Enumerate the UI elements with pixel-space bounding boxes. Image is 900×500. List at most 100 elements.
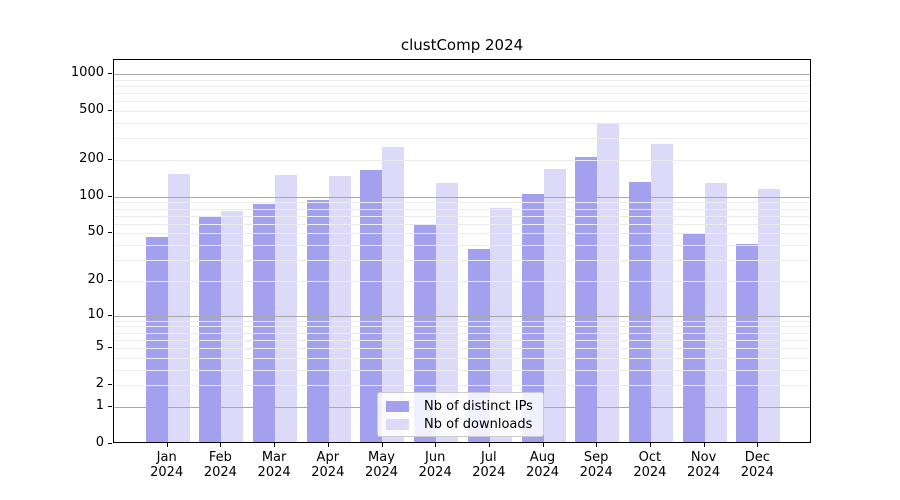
x-tick-label: Jan 2024 bbox=[135, 450, 199, 480]
minor-gridline bbox=[114, 348, 810, 349]
y-tick-label: 500 bbox=[79, 102, 104, 118]
x-tick-label: Oct 2024 bbox=[618, 450, 682, 480]
y-tick-label: 1000 bbox=[70, 65, 104, 80]
year-label: 2024 bbox=[740, 465, 774, 480]
bar-ips-nov bbox=[682, 232, 705, 442]
minor-gridline bbox=[114, 208, 810, 210]
bar-ips-sep bbox=[575, 156, 598, 442]
x-tick-label: Nov 2024 bbox=[672, 450, 736, 480]
x-axis-tick bbox=[649, 443, 651, 447]
y-axis-tick bbox=[108, 443, 112, 444]
minor-gridline bbox=[114, 111, 810, 113]
year-label: 2024 bbox=[364, 465, 399, 480]
year-label: 2024 bbox=[311, 465, 345, 480]
bar-downloads-mar bbox=[275, 175, 298, 442]
bar-downloads-oct bbox=[650, 144, 673, 442]
y-tick-label: 0 bbox=[95, 435, 104, 450]
minor-gridline bbox=[114, 123, 810, 124]
year-label: 2024 bbox=[150, 465, 184, 480]
month-label: Jul bbox=[480, 450, 497, 465]
minor-gridline bbox=[114, 332, 810, 334]
x-tick-label: May 2024 bbox=[350, 450, 414, 480]
major-gridline bbox=[114, 74, 810, 75]
y-tick-label: 50 bbox=[87, 224, 104, 240]
bar-downloads-nov bbox=[704, 183, 727, 442]
minor-gridline bbox=[114, 101, 810, 103]
y-axis-tick bbox=[108, 405, 112, 407]
bar-downloads-apr bbox=[328, 175, 351, 442]
y-axis-tick bbox=[108, 384, 112, 386]
legend: Nb of distinct IPs Nb of downloads bbox=[377, 392, 544, 437]
minor-gridline bbox=[114, 223, 810, 225]
minor-gridline bbox=[114, 369, 810, 371]
minor-gridline bbox=[114, 215, 810, 217]
y-axis-tick bbox=[108, 314, 112, 316]
x-tick-label: Sep 2024 bbox=[564, 450, 628, 480]
x-axis-tick bbox=[488, 443, 490, 447]
legend-item-distinct-ips: Nb of distinct IPs bbox=[386, 398, 535, 415]
x-axis-tick bbox=[327, 443, 329, 447]
year-label: 2024 bbox=[687, 465, 721, 480]
bar-downloads-jul bbox=[489, 208, 512, 442]
month-label: Apr bbox=[316, 450, 340, 465]
bar-ips-oct bbox=[628, 182, 651, 442]
minor-gridline bbox=[114, 160, 810, 161]
minor-gridline bbox=[114, 280, 810, 282]
legend-label-distinct-ips: Nb of distinct IPs bbox=[424, 399, 533, 414]
x-axis-tick bbox=[166, 443, 168, 447]
y-axis-tick bbox=[108, 195, 112, 197]
legend-swatch-downloads bbox=[386, 419, 409, 430]
bar-ips-feb bbox=[199, 216, 222, 442]
minor-gridline bbox=[114, 245, 810, 247]
minor-gridline bbox=[114, 260, 810, 262]
legend-label-downloads: Nb of downloads bbox=[424, 417, 533, 432]
minor-gridline bbox=[114, 357, 810, 359]
minor-gridline bbox=[114, 85, 810, 87]
minor-gridline bbox=[114, 339, 810, 341]
bar-ips-aug bbox=[521, 193, 544, 442]
year-label: 2024 bbox=[472, 465, 506, 480]
month-label: Jan bbox=[156, 450, 177, 465]
month-label: Feb bbox=[208, 450, 232, 465]
bar-downloads-jan bbox=[167, 174, 190, 442]
x-axis-tick bbox=[435, 443, 437, 447]
chart-title: clustComp 2024 bbox=[400, 36, 524, 54]
minor-gridline bbox=[114, 93, 810, 95]
legend-swatch-distinct-ips bbox=[386, 401, 409, 412]
month-label: Aug bbox=[529, 450, 556, 465]
bar-downloads-dec bbox=[758, 188, 781, 442]
plot-area bbox=[113, 59, 811, 443]
x-axis-tick bbox=[596, 443, 598, 447]
y-axis-tick bbox=[108, 159, 112, 160]
legend-item-downloads: Nb of downloads bbox=[386, 416, 535, 433]
month-label: Sep bbox=[583, 450, 609, 465]
y-tick-label: 200 bbox=[79, 151, 104, 166]
x-tick-label: Apr 2024 bbox=[296, 450, 360, 480]
year-label: 2024 bbox=[633, 465, 667, 480]
x-axis-tick bbox=[703, 443, 705, 447]
minor-gridline bbox=[114, 138, 810, 140]
y-tick-label: 5 bbox=[95, 339, 104, 354]
month-label: May bbox=[368, 450, 395, 465]
x-axis-tick bbox=[274, 443, 276, 447]
month-label: Dec bbox=[744, 450, 770, 465]
month-label: Mar bbox=[261, 450, 287, 465]
x-tick-label: Jul 2024 bbox=[457, 450, 521, 480]
year-label: 2024 bbox=[579, 465, 613, 480]
year-label: 2024 bbox=[525, 465, 560, 480]
year-label: 2024 bbox=[418, 465, 452, 480]
y-tick-label: 2 bbox=[95, 376, 104, 392]
x-tick-label: Jun 2024 bbox=[403, 450, 467, 480]
bar-downloads-aug bbox=[543, 168, 566, 442]
month-label: Nov bbox=[690, 450, 717, 465]
bar-ips-may bbox=[360, 169, 383, 442]
bar-downloads-jun bbox=[436, 183, 459, 442]
minor-gridline bbox=[114, 320, 810, 322]
x-axis-tick bbox=[220, 443, 222, 447]
major-gridline bbox=[114, 315, 810, 317]
bar-downloads-may bbox=[382, 147, 405, 442]
minor-gridline bbox=[114, 385, 810, 387]
bar-ips-mar bbox=[253, 204, 276, 442]
major-gridline bbox=[114, 196, 810, 198]
